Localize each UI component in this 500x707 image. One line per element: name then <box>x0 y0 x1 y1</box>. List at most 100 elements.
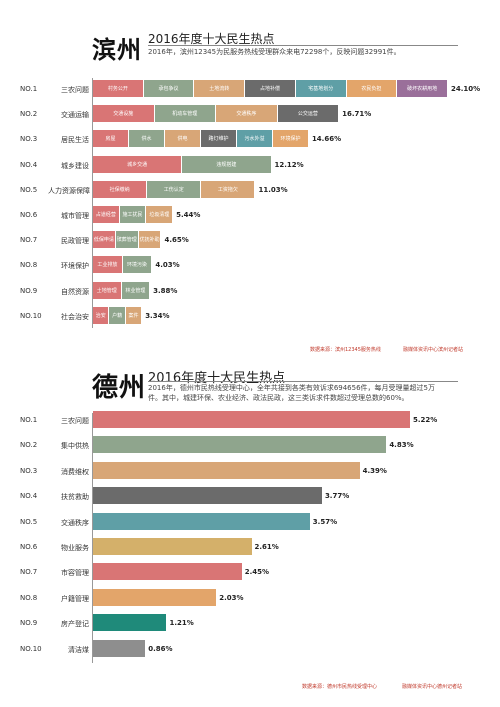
category-label: 清洁煤 <box>68 645 89 654</box>
value-label: 3.88% <box>153 286 178 295</box>
value-label: 4.39% <box>362 466 387 475</box>
rank-label: NO.7 <box>20 568 38 577</box>
bar-segment: 土地管理 <box>93 281 122 299</box>
bar-segment: 优抚补助 <box>138 231 162 249</box>
rank-label: NO.5 <box>20 185 38 194</box>
category-label: 环境保护 <box>61 262 89 271</box>
bar <box>93 639 146 657</box>
bar: 工业排放 环境污染 <box>93 256 153 274</box>
rank-label: NO.9 <box>20 619 38 628</box>
bar-segment: 土地流转 <box>194 80 246 97</box>
category-label: 自然资源 <box>61 287 89 296</box>
category-label: 物业服务 <box>61 544 89 552</box>
category-label: 城市管理 <box>61 212 89 220</box>
credit: 融媒体资讯中心德州记者站 <box>402 684 463 690</box>
chart-title: 2016年度十大民生热点 <box>148 32 275 46</box>
bar-segment: 违规搭建 <box>182 155 272 173</box>
bar-segment: 低保申请 <box>93 231 116 249</box>
rank-label: NO.5 <box>20 517 38 526</box>
value-label: 11.03% <box>258 185 288 194</box>
category-label: 交通运输 <box>61 111 89 120</box>
category-label: 社会治安 <box>61 312 89 321</box>
bar-segment: 公交运营 <box>277 105 340 123</box>
bar <box>93 436 387 454</box>
chart-subtitle: 2016年，滨州12345为民服务热线受理群众来电72298个，反映问题3299… <box>148 48 401 56</box>
bar-segment: 占地补偿 <box>245 80 296 97</box>
bar-segment: 案件 <box>125 306 143 324</box>
bar <box>93 588 217 606</box>
bar-segment: 破坏农耕用地 <box>397 80 448 97</box>
value-label: 16.71% <box>342 110 372 119</box>
bar-segment: 占道经营 <box>93 206 120 223</box>
category-label: 扶贫救助 <box>61 493 89 502</box>
bar: 社保缴纳 工伤认定 工资拖欠 <box>93 180 256 198</box>
bar: 治安 户籍 案件 <box>93 306 143 324</box>
value-label: 2.45% <box>244 568 270 577</box>
rank-label: NO.6 <box>20 211 38 219</box>
rank-label: NO.8 <box>20 593 38 602</box>
bar-segment: 工资拖欠 <box>201 180 256 198</box>
bar: 土地管理 林业管理 <box>93 281 151 299</box>
rank-label: NO.6 <box>20 543 38 551</box>
data-source: 数据来源：德州市民热线受理中心 <box>302 684 378 690</box>
chart-title: 2016年度十大民生热点 <box>148 371 286 386</box>
bar-segment: 工伤认定 <box>147 180 202 198</box>
bar-segment: 殡葬管理 <box>115 231 139 249</box>
value-label: 2.61% <box>254 543 279 551</box>
category-label: 居民生活 <box>61 136 89 145</box>
bar-segment: 承包争议 <box>143 80 195 97</box>
value-label: 0.86% <box>148 644 173 653</box>
value-label: 2.03% <box>219 593 244 602</box>
bar-segment: 机动车管理 <box>154 105 217 123</box>
value-label: 24.10% <box>451 85 481 93</box>
bar-segment: 户籍 <box>109 306 126 324</box>
bar-segment: 交通秩序 <box>216 105 278 123</box>
category-label: 人力资源保障 <box>48 186 90 195</box>
bar: 交通设施 机动车管理 交通秩序 公交运营 <box>93 105 340 123</box>
bar <box>93 461 360 479</box>
bar-segment: 城乡交通 <box>93 155 183 173</box>
binzhou-panel: 滨州 2016年度十大民生热点 2016年，滨州12345为民服务热线受理群众来… <box>20 32 481 353</box>
bar-segment: 治安 <box>93 306 110 324</box>
rank-label: NO.7 <box>20 236 38 245</box>
bar: 城乡交通 违规搭建 <box>93 155 272 173</box>
rank-label: NO.10 <box>20 311 42 320</box>
bar <box>93 487 322 505</box>
rank-label: NO.4 <box>20 492 38 501</box>
rank-label: NO.8 <box>20 261 38 270</box>
bar <box>93 614 167 632</box>
rank-label: NO.9 <box>20 286 38 295</box>
category-label: 户籍管理 <box>61 594 89 603</box>
bar-segment: 垃圾清理 <box>146 206 174 223</box>
value-label: 4.03% <box>155 261 180 270</box>
bar: 低保申请 殡葬管理 优抚补助 <box>93 231 162 249</box>
bar-segment: 污水外溢 <box>236 130 273 148</box>
bar <box>93 411 410 428</box>
bar-segment: 宅基地划分 <box>295 80 347 97</box>
axis-line <box>92 413 93 663</box>
category-label: 民政管理 <box>61 237 89 246</box>
bar-segment: 供电 <box>164 130 201 148</box>
chart-subtitle: 2016年，德州市民热线受理中心，全年共接到各类有效诉求694656件，每月受理… <box>148 384 435 402</box>
bar-segment: 林业管理 <box>121 281 151 299</box>
bar-segment: 交通设施 <box>93 105 155 123</box>
title-divider <box>148 45 458 46</box>
value-label: 4.65% <box>164 236 189 245</box>
rank-label: NO.2 <box>20 110 38 119</box>
credit: 融媒体资讯中心滨州记者站 <box>403 347 464 353</box>
city-name: 滨州 <box>92 36 142 64</box>
bar-segment: 路灯维护 <box>200 130 237 148</box>
bar-segment: 环境保护 <box>272 130 309 148</box>
value-label: 1.21% <box>169 619 194 628</box>
title-divider <box>148 381 458 382</box>
bar-segment: 农民负担 <box>346 80 398 97</box>
category-label: 城乡建设 <box>61 161 89 170</box>
bar-segment: 环境污染 <box>122 256 153 274</box>
category-label: 三农问题 <box>61 417 89 425</box>
bar <box>93 563 242 581</box>
bar: 村务公开 承包争议 土地流转 占地补偿 宅基地划分 农民负担 破坏农耕用地 <box>93 80 448 97</box>
category-label: 房产登记 <box>61 620 89 629</box>
rank-label: NO.10 <box>20 644 42 653</box>
rank-label: NO.1 <box>20 85 38 93</box>
data-source: 数据来源：滨州12345服务热线 <box>310 347 381 353</box>
